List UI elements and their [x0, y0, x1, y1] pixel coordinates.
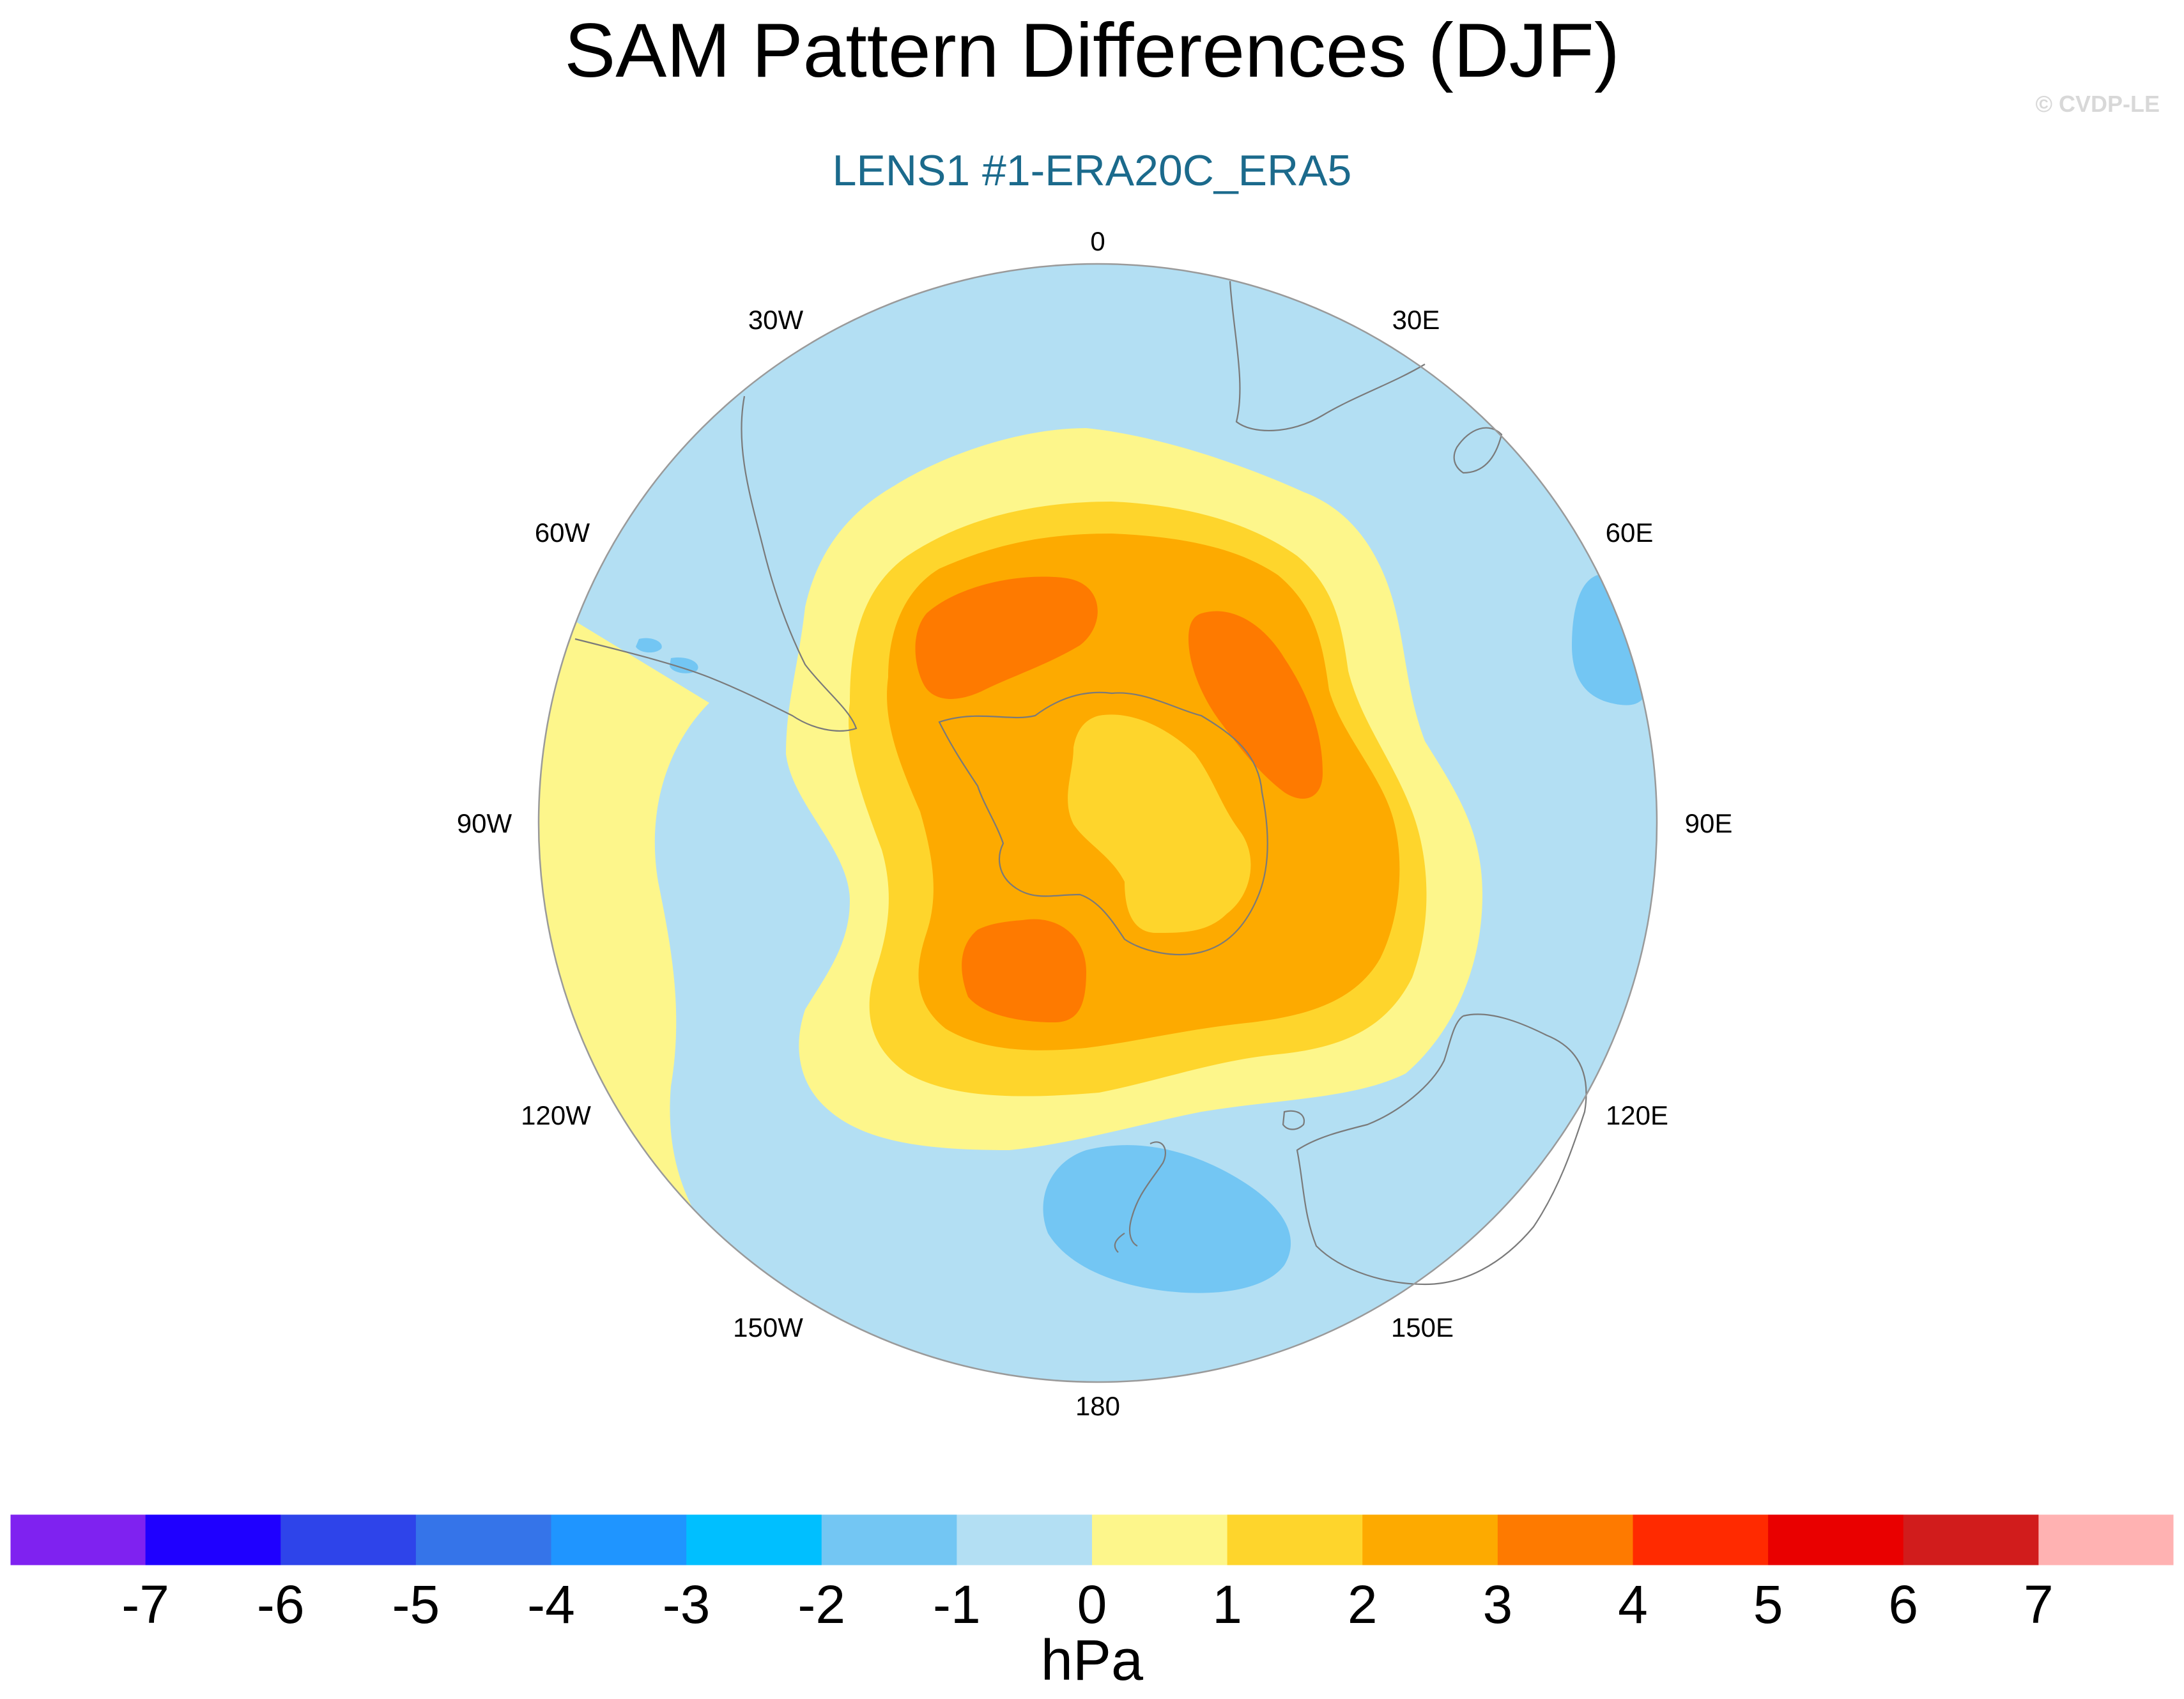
colorbar-tick-label: 6: [1888, 1574, 1918, 1634]
colorbar-swatch-13: [1768, 1514, 1904, 1565]
lon-label-90w: 90W: [457, 808, 512, 838]
colorbar-swatch-10: [1362, 1514, 1498, 1565]
colorbar-tick-label: -6: [257, 1574, 305, 1634]
lon-label-30w: 30W: [748, 305, 804, 335]
colorbar-tick-label: 2: [1348, 1574, 1378, 1634]
colorbar-swatch-0: [10, 1514, 146, 1565]
lon-label-150w: 150W: [733, 1312, 803, 1342]
colorbar-swatch-2: [281, 1514, 417, 1565]
contour-0-1-west: [539, 613, 722, 1342]
longitude-labels: 0 30E 60E 90E 120E 150E 180 150W 120W 90…: [457, 226, 1733, 1421]
colorbar-swatch-14: [1903, 1514, 2039, 1565]
colorbar-ticks: -7 -6 -5 -4 -3 -2 -1 0 1 2 3 4 5 6 7: [121, 1574, 2053, 1634]
coast-africa: [1229, 281, 1426, 432]
colorbar-swatch-15: [2038, 1514, 2174, 1565]
colorbar-tick-label: -1: [933, 1574, 981, 1634]
credit-label: © CVDP-LE: [2035, 91, 2160, 117]
colorbar-swatch-4: [551, 1514, 687, 1565]
colorbar-swatch-8: [1092, 1514, 1228, 1565]
coastlines: [574, 281, 1587, 1286]
colorbar-frame: [10, 1514, 2174, 1566]
lon-label-0: 0: [1090, 226, 1105, 256]
coast-antarctica: [938, 691, 1268, 956]
coast-madagascar: [1453, 427, 1503, 474]
lon-label-90e: 90E: [1685, 808, 1733, 838]
colorbar-tick-label: 1: [1212, 1574, 1242, 1634]
coast-tasmania: [1282, 1110, 1305, 1130]
colorbar-tick-label: 4: [1618, 1574, 1648, 1634]
lon-label-120e: 120E: [1606, 1100, 1668, 1130]
colorbar-tick-label: -5: [392, 1574, 440, 1634]
lon-label-120w: 120W: [521, 1100, 591, 1130]
colorbar-swatch-12: [1633, 1514, 1769, 1565]
lon-label-60w: 60W: [535, 518, 590, 548]
plot-title: SAM Pattern Differences (DJF): [564, 8, 1620, 93]
colorbar-units: hPa: [1040, 1629, 1144, 1693]
colorbar-swatch-7: [957, 1514, 1093, 1565]
colorbar-tick-label: 7: [2024, 1574, 2054, 1634]
plot-subtitle: LENS1 #1-ERA20C_ERA5: [832, 146, 1352, 195]
contour-neg-1-2-tasman: [1043, 1145, 1291, 1293]
colorbar-swatch-6: [821, 1514, 957, 1565]
colorbar-swatch-3: [415, 1514, 551, 1565]
coast-australia: [1296, 1013, 1587, 1286]
lon-label-150e: 150E: [1391, 1312, 1454, 1342]
contour-3-4-indian: [1188, 611, 1323, 799]
colorbar-swatch-11: [1497, 1514, 1633, 1565]
colorbar-tick-label: -7: [121, 1574, 169, 1634]
coast-south-america: [574, 396, 857, 732]
contour-1-2-plateau: [1068, 714, 1251, 933]
colorbar-tick-label: 0: [1077, 1574, 1107, 1634]
coast-new-zealand: [1114, 1141, 1166, 1253]
lon-label-60e: 60E: [1606, 518, 1654, 548]
colorbar-tick-label: -3: [663, 1574, 711, 1634]
lon-label-30e: 30E: [1392, 305, 1440, 335]
contour-neg-1-2-indian: [1572, 575, 1649, 705]
colorbar-tick-label: 5: [1753, 1574, 1783, 1634]
colorbar-tick-label: 3: [1483, 1574, 1513, 1634]
colorbar-swatch-5: [686, 1514, 822, 1565]
contour-3-4-atlantic: [915, 576, 1098, 699]
colorbar-swatch-1: [145, 1514, 281, 1565]
polar-map: 0 30E 60E 90E 120E 150E 180 150W 120W 90…: [457, 226, 1733, 1421]
lon-label-180: 180: [1075, 1391, 1120, 1421]
colorbar-tick-label: -2: [797, 1574, 845, 1634]
colorbar: [10, 1514, 2174, 1566]
contour-neg-1-2-sam-blobs: [636, 638, 698, 673]
colorbar-swatch-9: [1227, 1514, 1363, 1565]
map-boundary: [537, 263, 1658, 1383]
contour-3-4-pacific: [962, 919, 1086, 1022]
colorbar-tick-label: -4: [527, 1574, 575, 1634]
